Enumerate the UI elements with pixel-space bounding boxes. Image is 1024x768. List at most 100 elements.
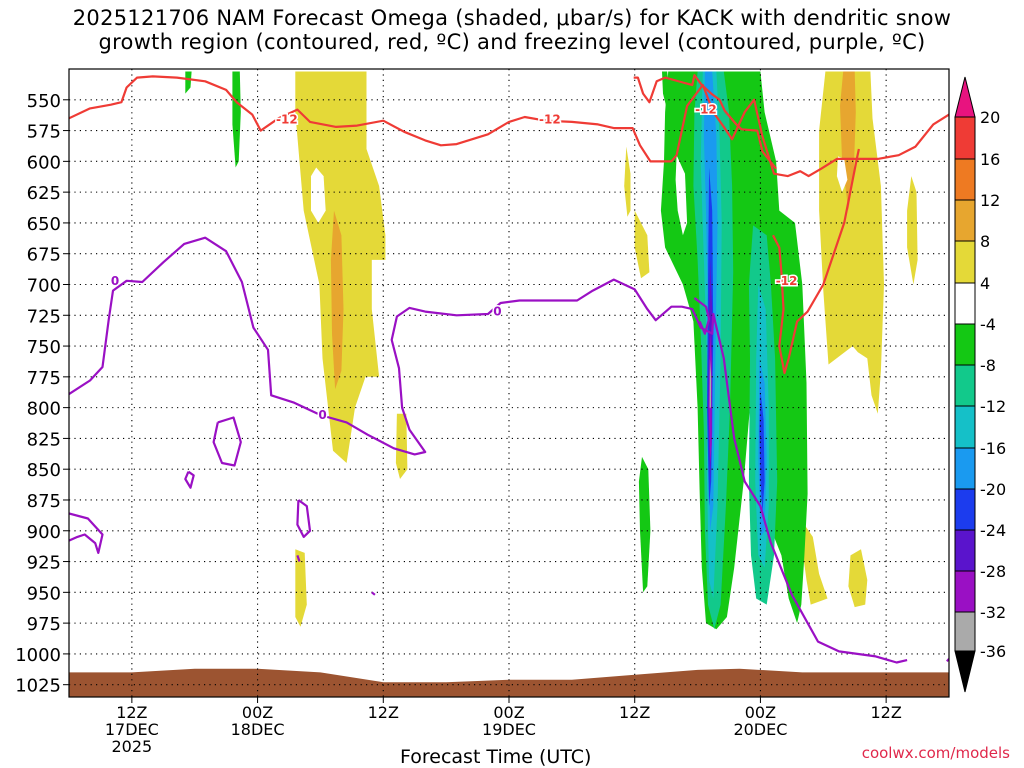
purple-contour-label: 0 bbox=[318, 408, 326, 422]
y-tick-label: 950 bbox=[27, 583, 61, 604]
ground-surface bbox=[69, 668, 949, 697]
colorbar-box bbox=[954, 570, 976, 613]
omega-region bbox=[836, 156, 848, 193]
omega-region bbox=[311, 167, 326, 223]
colorbar-label: -36 bbox=[980, 642, 1006, 661]
colorbar-box bbox=[954, 158, 976, 201]
colorbar-label: -12 bbox=[980, 397, 1006, 416]
dendritic-growth-contours bbox=[69, 74, 949, 375]
x-tick-label: 19DEC bbox=[482, 720, 536, 739]
omega-region bbox=[759, 389, 765, 513]
colorbar-label: -20 bbox=[980, 480, 1006, 499]
colorbar-top-arrow bbox=[954, 76, 976, 118]
x-tick-label: 00Z bbox=[493, 703, 524, 722]
site-credit: coolwx.com/models bbox=[861, 744, 1010, 762]
purple-contour-zero bbox=[69, 512, 104, 555]
omega-region bbox=[295, 549, 307, 627]
omega-region bbox=[662, 71, 670, 106]
omega-region bbox=[709, 358, 712, 408]
colorbar: 20 16 12 8 4 -4 -8 -12 -16 -20 -24 -28 -32 -36 bbox=[954, 76, 1006, 693]
y-tick-label: 925 bbox=[27, 553, 61, 574]
colorbar-box bbox=[954, 323, 976, 366]
omega-region bbox=[638, 456, 651, 593]
omega-region bbox=[395, 413, 408, 479]
y-tick-label: 700 bbox=[27, 275, 61, 296]
y-tick-label: 900 bbox=[27, 522, 61, 543]
purple-contour-label: 0 bbox=[493, 305, 501, 319]
x-tick-label: 12Z bbox=[870, 703, 901, 722]
colorbar-label: -28 bbox=[980, 562, 1006, 581]
colorbar-box bbox=[954, 447, 976, 490]
omega-region bbox=[802, 524, 828, 605]
y-tick-label: 750 bbox=[27, 337, 61, 358]
colorbar-label: -24 bbox=[980, 521, 1006, 540]
x-tick-label: 12Z bbox=[619, 703, 650, 722]
colorbar-label: -8 bbox=[980, 356, 996, 375]
colorbar-box bbox=[954, 488, 976, 531]
purple-contour-zero bbox=[296, 499, 312, 539]
red-contour-minus-12 bbox=[633, 74, 777, 170]
y-tick-label: 550 bbox=[27, 91, 61, 112]
purple-contour-zero bbox=[184, 470, 195, 489]
y-tick-label: 675 bbox=[27, 245, 61, 266]
colorbar-box bbox=[954, 116, 976, 160]
y-tick-label: 650 bbox=[27, 214, 61, 235]
colorbar-box bbox=[954, 199, 976, 242]
colorbar-label: -4 bbox=[980, 315, 996, 334]
purple-contour-zero bbox=[371, 591, 376, 596]
colorbar-box bbox=[954, 405, 976, 449]
purple-contour-zero bbox=[693, 297, 711, 335]
y-tick-label: 800 bbox=[27, 399, 61, 420]
y-tick-label: 1000 bbox=[15, 645, 61, 666]
colorbar-label: 8 bbox=[980, 232, 990, 251]
colorbar-label: -16 bbox=[980, 439, 1006, 458]
colorbar-label: 16 bbox=[980, 150, 1000, 169]
colorbar-box bbox=[954, 611, 976, 652]
colorbar-box bbox=[954, 240, 976, 284]
omega-region bbox=[848, 549, 868, 608]
omega-region bbox=[675, 155, 688, 236]
purple-contour-label: 0 bbox=[111, 274, 119, 288]
x-tick-label: 20DEC bbox=[733, 720, 787, 739]
gridlines bbox=[69, 69, 949, 697]
x-tick-label: 00Z bbox=[745, 703, 776, 722]
purple-contour-zero bbox=[296, 555, 301, 562]
colorbar-label: -32 bbox=[980, 603, 1006, 622]
y-tick-label: 625 bbox=[27, 183, 61, 204]
omega-region bbox=[819, 71, 884, 414]
chart-title-line-2: growth region (contoured, red, ºC) and f… bbox=[98, 30, 926, 54]
x-tick-label: 00Z bbox=[242, 703, 273, 722]
colorbar-label: 12 bbox=[980, 191, 1000, 210]
colorbar-bottom-arrow bbox=[954, 650, 976, 693]
y-tick-label: 775 bbox=[27, 368, 61, 389]
y-tick-label: 600 bbox=[27, 152, 61, 173]
omega-region bbox=[232, 71, 241, 168]
x-tick-label: 18DEC bbox=[231, 720, 285, 739]
omega-region bbox=[660, 71, 808, 630]
x-tick-label: 17DEC bbox=[105, 720, 159, 739]
colorbar-label: 4 bbox=[980, 274, 990, 293]
colorbar-label: 20 bbox=[980, 108, 1000, 127]
omega-region bbox=[634, 210, 650, 279]
red-contour-label: -12 bbox=[276, 112, 298, 126]
colorbar-box bbox=[954, 364, 976, 407]
y-tick-label: 825 bbox=[27, 429, 61, 450]
y-tick-label: 725 bbox=[27, 306, 61, 327]
red-contour-minus-12 bbox=[772, 148, 860, 375]
contour-labels: -12 -12 -12 -12 0 0 0 bbox=[109, 101, 799, 423]
y-axis: 550 575 600 625 650 675 700 725 750 775 800 825 850 8… bbox=[15, 91, 69, 697]
red-contour-label: -12 bbox=[776, 274, 798, 288]
y-tick-label: 575 bbox=[27, 122, 61, 143]
red-contour-label: -12 bbox=[539, 112, 561, 126]
chart-title: 2025121706 NAM Forecast Omega (shaded, μ… bbox=[0, 6, 1024, 54]
chart-title-line-1: 2025121706 NAM Forecast Omega (shaded, μ… bbox=[72, 6, 952, 30]
x-axis-title: Forecast Time (UTC) bbox=[400, 746, 592, 768]
omega-shading-layer bbox=[185, 71, 918, 630]
purple-contour-zero bbox=[212, 416, 242, 467]
red-contour-label: -12 bbox=[695, 103, 717, 117]
omega-region bbox=[907, 176, 918, 285]
omega-region bbox=[624, 146, 631, 217]
y-tick-label: 975 bbox=[27, 614, 61, 635]
ground-layer bbox=[69, 668, 949, 697]
